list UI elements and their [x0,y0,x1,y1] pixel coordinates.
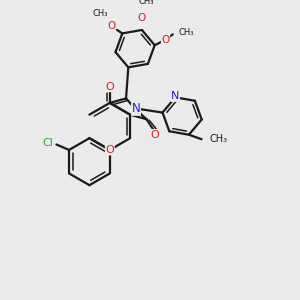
Text: N: N [171,92,179,101]
Text: CH₃: CH₃ [139,0,154,6]
Text: N: N [132,102,140,115]
Text: O: O [105,145,114,155]
Text: CH₃: CH₃ [210,134,228,144]
Text: O: O [150,130,159,140]
Text: O: O [161,35,170,45]
Text: CH₃: CH₃ [178,28,194,37]
Text: O: O [105,82,114,92]
Text: Cl: Cl [43,138,54,148]
Text: CH₃: CH₃ [93,9,108,18]
Text: O: O [138,13,146,23]
Text: O: O [107,21,116,31]
